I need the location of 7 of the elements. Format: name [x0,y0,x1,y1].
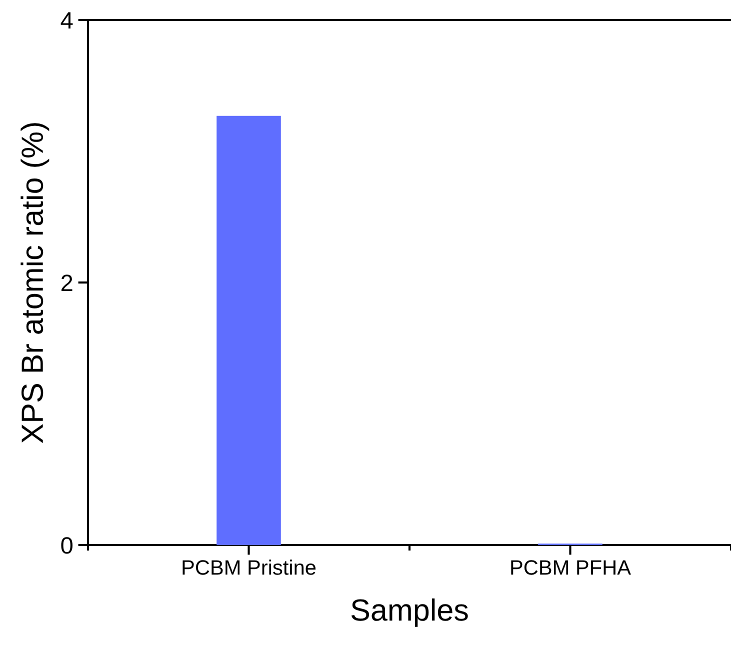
y-tick-label: 4 [60,12,73,29]
x-axis-title: Samples [351,598,468,627]
y-axis-title: XPS Br atomic ratio (%) [20,123,50,444]
x-tick-label: PCBM Pristine [182,560,316,575]
y-tick-label: 0 [61,537,72,554]
y-tick-label: 2 [61,274,72,292]
x-tick-label: PCBM PFHA [511,560,631,575]
